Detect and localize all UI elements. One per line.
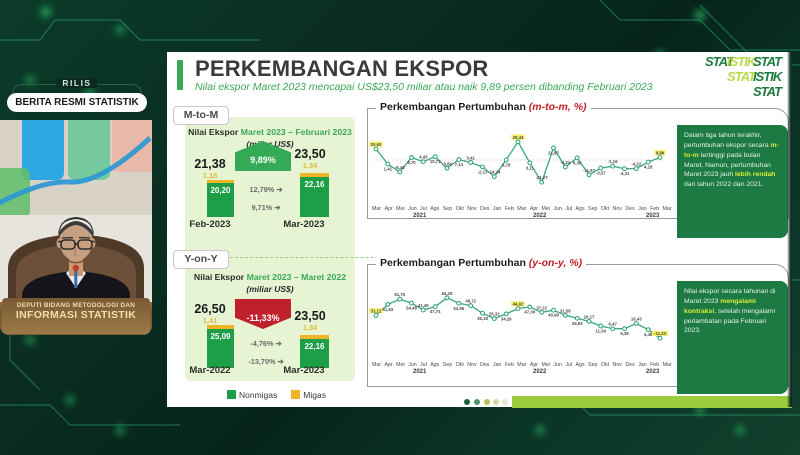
svg-text:-4,31: -4,31 (620, 171, 630, 176)
svg-text:9,89: 9,89 (656, 150, 665, 155)
svg-text:47,74: 47,74 (430, 309, 441, 314)
svg-text:64,25: 64,25 (442, 291, 453, 296)
svg-text:53,95: 53,95 (453, 306, 464, 311)
svg-text:4,46: 4,46 (644, 332, 653, 337)
svg-text:51,83: 51,83 (382, 307, 393, 312)
svg-text:11,54: 11,54 (596, 329, 607, 334)
svg-text:-1,16: -1,16 (608, 159, 618, 164)
svg-text:41,49: 41,49 (418, 303, 429, 308)
svg-text:10,71: 10,71 (430, 159, 441, 164)
svg-text:20,60: 20,60 (371, 142, 382, 147)
svg-text:-2,13: -2,13 (478, 169, 488, 174)
svg-text:9,39: 9,39 (573, 160, 582, 165)
svg-text:20,17: 20,17 (584, 314, 595, 319)
svg-text:6,47: 6,47 (609, 322, 618, 327)
svg-text:7,14: 7,14 (455, 162, 464, 167)
svg-text:21,87: 21,87 (548, 150, 559, 155)
svg-text:61,75: 61,75 (394, 292, 405, 297)
svg-text:-2,24: -2,24 (560, 160, 570, 165)
svg-text:29,43: 29,43 (513, 135, 524, 140)
svg-text:34,29: 34,29 (501, 316, 512, 321)
svg-text:1,41: 1,41 (384, 167, 393, 172)
svg-text:3,11: 3,11 (526, 165, 535, 170)
svg-text:31,12: 31,12 (371, 309, 382, 314)
svg-text:-4,22: -4,22 (631, 162, 641, 167)
svg-text:16,43: 16,43 (631, 316, 642, 321)
svg-text:49,72: 49,72 (465, 299, 476, 304)
svg-text:-8,48: -8,48 (395, 165, 405, 170)
svg-text:4,18: 4,18 (644, 165, 653, 170)
svg-text:35,18: 35,18 (477, 316, 488, 321)
svg-text:25,93: 25,93 (572, 321, 583, 326)
svg-text:47,30: 47,30 (524, 309, 535, 314)
svg-text:-11,97: -11,97 (583, 168, 596, 173)
svg-text:-14,24: -14,24 (488, 170, 501, 175)
svg-text:9,70: 9,70 (407, 160, 416, 165)
svg-text:-11,33: -11,33 (654, 331, 667, 336)
svg-text:44,02: 44,02 (513, 302, 524, 307)
svg-text:-3,57: -3,57 (596, 171, 606, 176)
svg-text:-21,27: -21,27 (536, 175, 549, 180)
svg-text:54,48: 54,48 (406, 306, 417, 311)
svg-text:-3,84: -3,84 (442, 161, 452, 166)
svg-text:31,58: 31,58 (560, 308, 571, 313)
svg-text:25,32: 25,32 (489, 312, 500, 317)
svg-text:3,41: 3,41 (467, 156, 476, 161)
svg-text:6,78: 6,78 (502, 162, 511, 167)
svg-text:40,99: 40,99 (548, 313, 559, 318)
svg-text:4,43: 4,43 (419, 155, 428, 160)
svg-text:6,38: 6,38 (620, 331, 629, 336)
svg-text:37,22: 37,22 (536, 305, 547, 310)
